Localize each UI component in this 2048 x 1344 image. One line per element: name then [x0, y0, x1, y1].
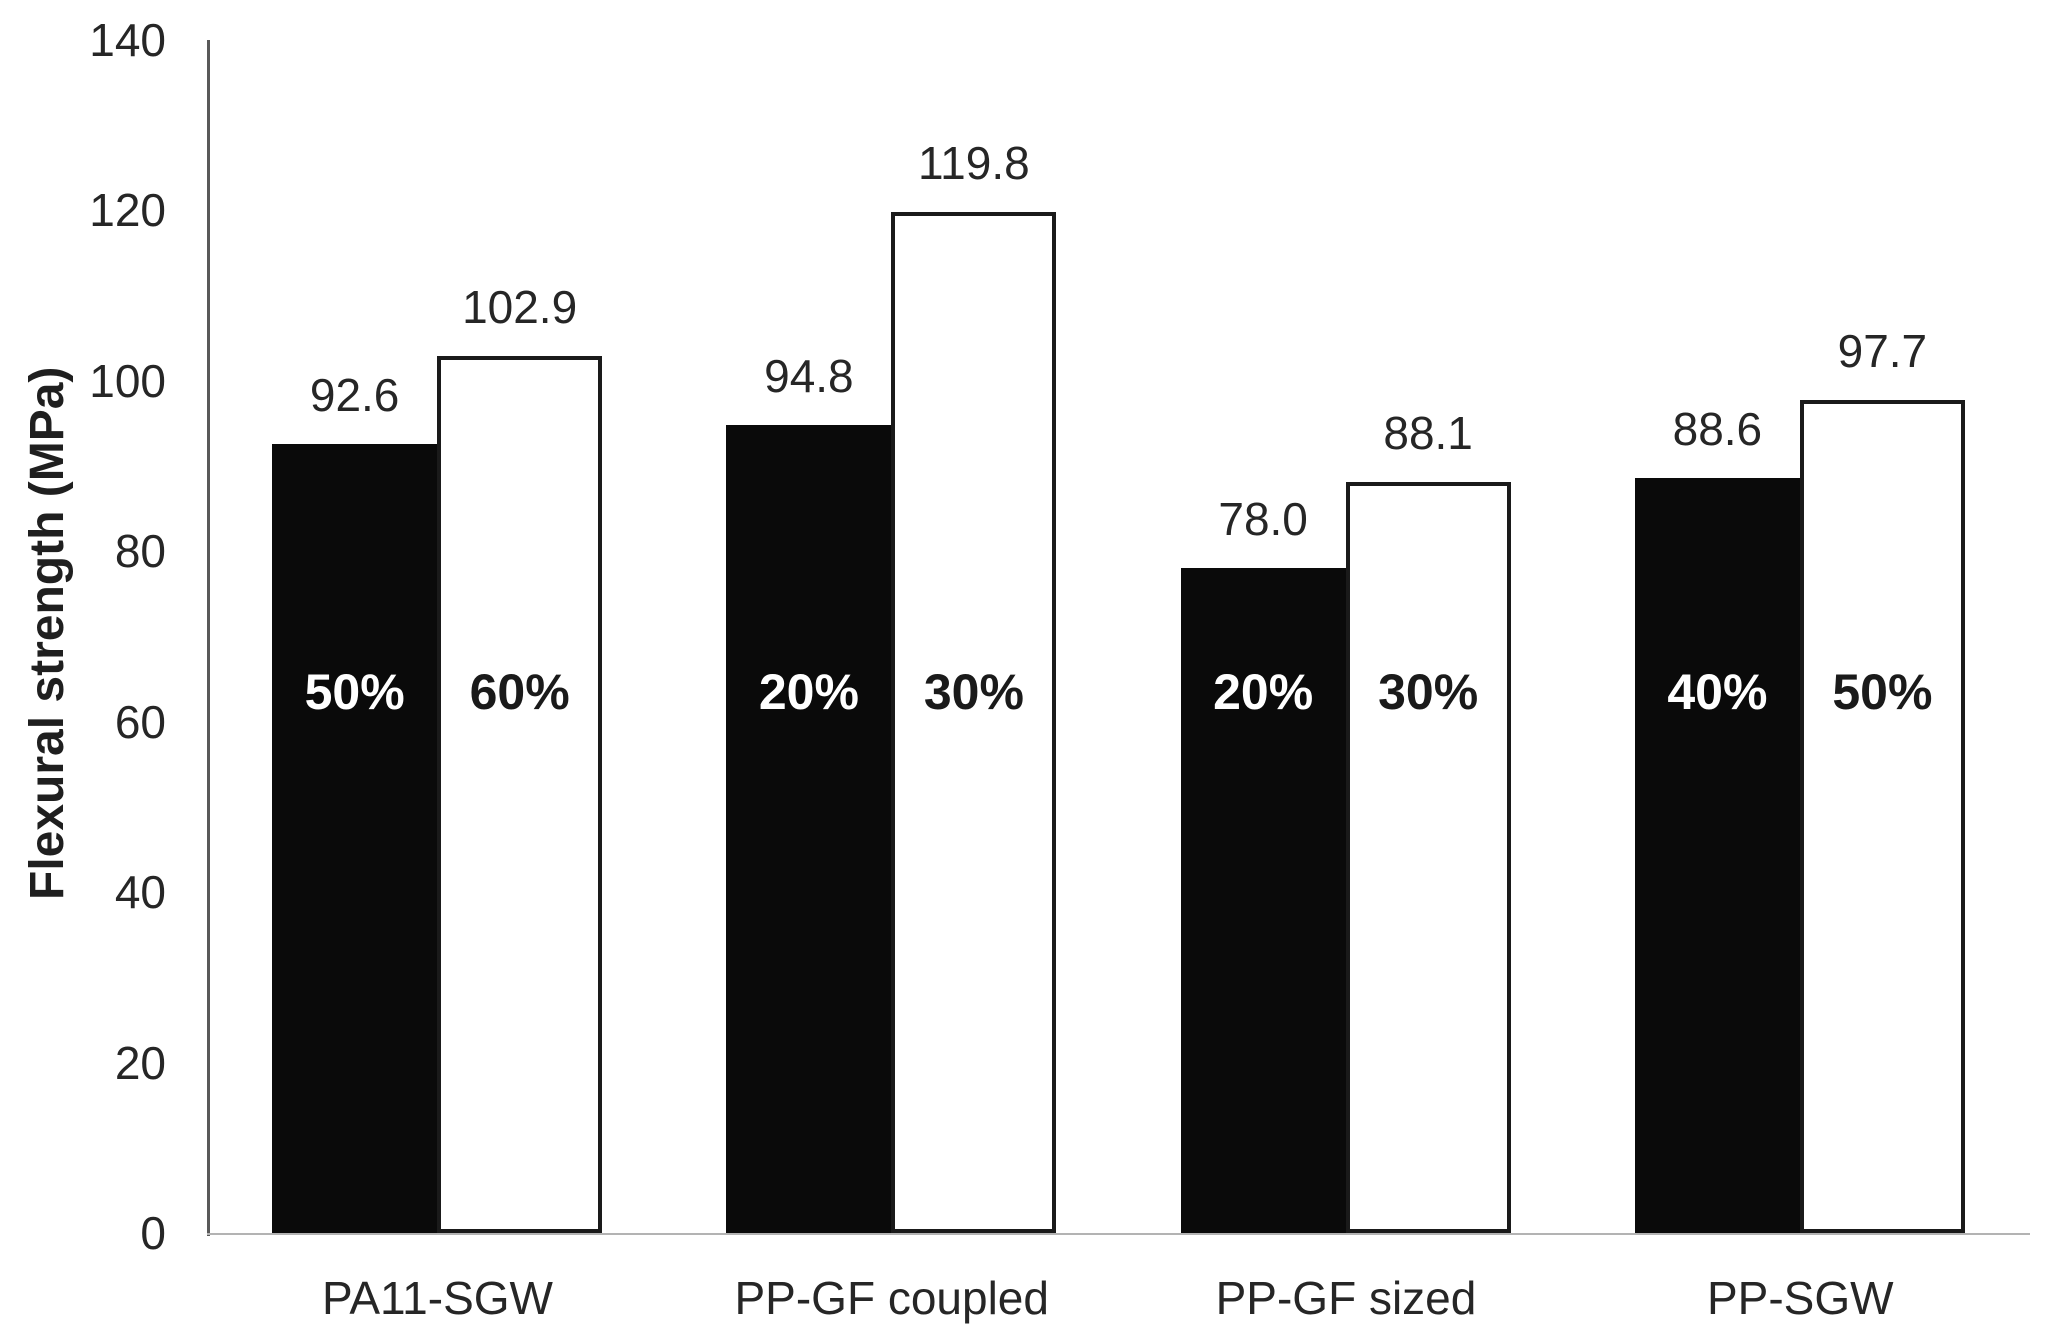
y-axis-title: Flexural strength (MPa)	[21, 366, 74, 900]
y-tick-label: 100	[89, 354, 166, 407]
bar-percent-label: 50%	[304, 664, 405, 720]
bar-black-pp-gf-sized	[1180, 568, 1346, 1233]
y-tick-label: 20	[114, 1036, 166, 1089]
y-axis-line	[207, 40, 210, 1236]
bar-percent-label: 20%	[758, 664, 859, 720]
bar-white-pp-gf-sized	[1345, 482, 1511, 1233]
category-label-pp-gf-coupled: PP-GF coupled	[734, 1272, 1049, 1324]
bar-white-pp-gf-coupled	[891, 212, 1057, 1233]
category-label-pp-gf-sized: PP-GF sized	[1215, 1272, 1477, 1324]
bar-percent-label: 20%	[1213, 664, 1314, 720]
x-axis-line	[207, 1233, 2030, 1235]
bar-percent-label: 40%	[1667, 664, 1768, 720]
bar-value-label: 78.0	[1218, 493, 1308, 546]
bar-black-pp-sgw	[1634, 478, 1800, 1233]
bar-percent-label: 30%	[1378, 664, 1479, 720]
y-tick-label: 40	[114, 866, 166, 919]
bar-value-label: 94.8	[764, 350, 854, 403]
bar-value-label: 102.9	[462, 281, 578, 334]
bar-black-pp-gf-coupled	[726, 425, 892, 1233]
bar-value-label: 97.7	[1837, 325, 1928, 378]
category-label-pa11-sgw: PA11-SGW	[322, 1272, 553, 1324]
plot-area: 92.6 50% 102.9 60% 94.8 20% 119.8 30% 78.0 20% 88.…	[207, 40, 2030, 1236]
bar-value-label: 88.1	[1383, 407, 1473, 460]
bar-white-pp-sgw	[1799, 400, 1965, 1233]
bar-percent-label: 30%	[923, 664, 1024, 720]
bar-value-label: 119.8	[918, 137, 1030, 190]
y-tick-label: 80	[114, 525, 166, 578]
bar-percent-label: 60%	[469, 664, 570, 720]
bar-value-label: 92.6	[309, 368, 400, 421]
bar-value-label: 88.6	[1672, 403, 1763, 455]
y-tick-label: 120	[89, 184, 166, 237]
bar-black-pa11-sgw	[272, 443, 438, 1233]
category-label-pp-sgw: PP-SGW	[1706, 1272, 1894, 1324]
bar-white-pa11-sgw	[437, 356, 603, 1233]
y-tick-label: 140	[89, 14, 166, 66]
y-tick-label: 0	[140, 1207, 166, 1259]
bar-percent-label: 50%	[1832, 664, 1933, 720]
y-tick-label: 60	[114, 695, 166, 748]
